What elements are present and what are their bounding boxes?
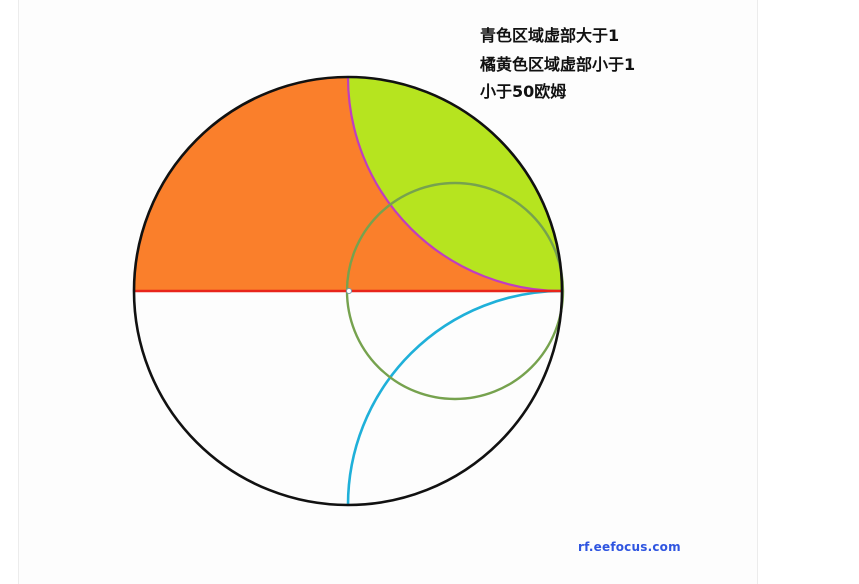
- annotation-green-region: 青色区域虚部大于1: [480, 26, 620, 45]
- watermark: rf.eefocus.com: [578, 540, 681, 554]
- reactance-plus-one-arc: [346, 76, 564, 293]
- center-marker: [346, 288, 352, 294]
- reactance-minus-one-arc: [346, 289, 564, 506]
- annotation-orange-region: 橘黄色区域虚部小于1: [480, 55, 636, 74]
- outer-boundary-circle: [132, 75, 564, 507]
- annotation-less-than-50-ohm: 小于50欧姆: [480, 82, 567, 101]
- orange-region: [134, 77, 563, 292]
